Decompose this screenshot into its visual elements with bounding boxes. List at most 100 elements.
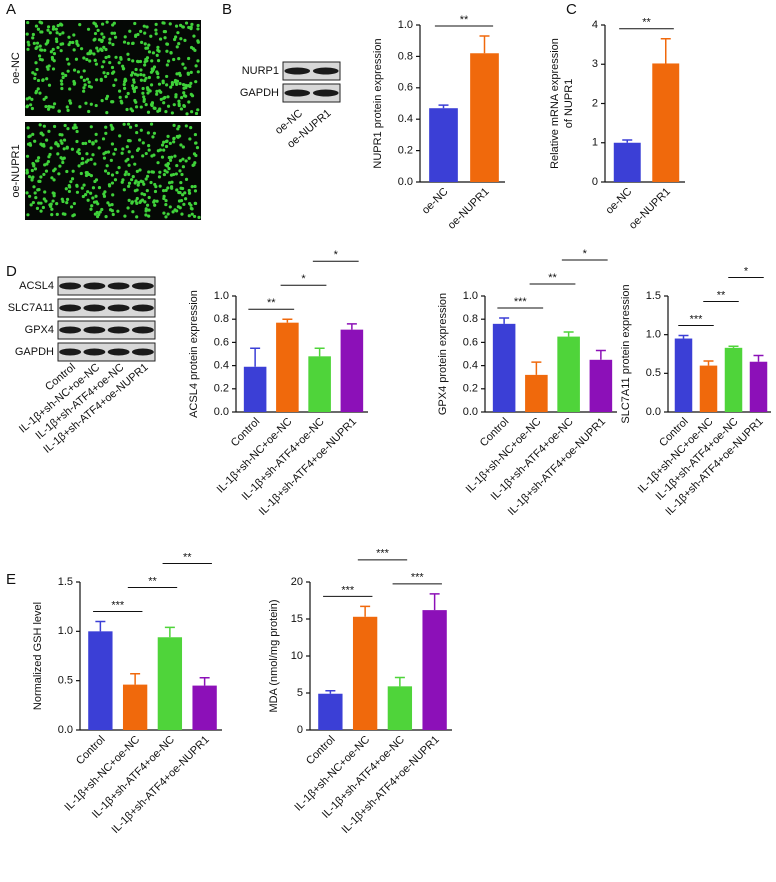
cell <box>88 50 92 54</box>
cell <box>121 147 125 151</box>
cell <box>62 156 66 160</box>
cell <box>88 59 92 63</box>
cell <box>72 68 77 72</box>
cell <box>154 28 158 32</box>
cell <box>123 35 127 39</box>
cell <box>42 172 46 177</box>
cell <box>119 57 123 61</box>
cell <box>26 126 30 130</box>
cell <box>67 62 71 66</box>
cell <box>139 78 144 82</box>
cell <box>41 133 45 137</box>
cell <box>194 64 198 68</box>
cell <box>166 186 170 190</box>
cell <box>188 137 192 141</box>
cell <box>160 155 165 159</box>
cell <box>117 61 121 65</box>
cell <box>44 95 48 99</box>
bar <box>525 374 548 412</box>
cell <box>67 189 72 194</box>
cell <box>35 206 40 210</box>
y-tick-label: 0.0 <box>398 176 413 188</box>
cell <box>194 141 198 145</box>
cell <box>122 86 127 91</box>
cell <box>169 51 173 55</box>
cell <box>122 82 126 87</box>
cell <box>46 160 51 164</box>
cell <box>102 35 106 39</box>
cell <box>130 201 134 205</box>
y-tick-label: 0 <box>297 724 303 736</box>
cell <box>190 22 194 26</box>
cell <box>179 143 183 147</box>
cell <box>94 103 98 108</box>
y-tick-label: 0.2 <box>398 145 413 157</box>
cell <box>63 212 67 216</box>
cell <box>73 123 77 127</box>
cell <box>104 125 108 129</box>
cell <box>158 184 162 188</box>
cell <box>75 129 79 134</box>
cell <box>168 205 172 209</box>
cell <box>52 25 56 29</box>
cell <box>110 65 115 70</box>
cell <box>157 89 162 93</box>
cell <box>162 172 166 177</box>
cell <box>50 176 54 180</box>
cell <box>78 23 82 27</box>
blot-band <box>284 67 311 75</box>
cell <box>179 107 184 111</box>
y-tick-label: 0.8 <box>398 50 413 62</box>
cell <box>100 39 104 44</box>
significance-label: ** <box>717 289 726 301</box>
cell <box>37 54 42 58</box>
error-bar <box>346 323 357 330</box>
cell <box>150 59 154 63</box>
cell <box>87 139 92 143</box>
cell <box>46 25 51 29</box>
cell <box>33 191 37 195</box>
y-axis-label: GPX4 protein expression <box>437 293 449 415</box>
cell <box>106 201 110 205</box>
y-tick-label: 0.0 <box>463 406 478 418</box>
panel-label: E <box>6 571 16 588</box>
blot-band <box>284 89 311 97</box>
y-axis-label: of NUPR1 <box>563 79 575 129</box>
cell <box>193 132 197 137</box>
cell <box>94 200 99 204</box>
significance-label: ** <box>183 551 192 563</box>
blot-band <box>83 326 106 334</box>
cell <box>147 148 151 152</box>
cell <box>89 174 93 178</box>
cell <box>69 205 74 209</box>
cell <box>158 170 162 174</box>
cell <box>196 39 200 43</box>
cell <box>106 71 110 76</box>
cell <box>178 159 182 163</box>
cell <box>48 152 52 157</box>
cell <box>60 86 64 91</box>
blot-band <box>131 348 154 356</box>
cell <box>99 77 103 81</box>
cell <box>168 158 173 162</box>
y-tick-label: 1.5 <box>58 576 73 588</box>
cell <box>60 82 64 86</box>
cell <box>183 191 187 195</box>
bar <box>724 347 743 412</box>
cell <box>147 43 151 47</box>
cell <box>116 209 120 213</box>
cell <box>187 100 191 104</box>
cell <box>38 179 42 183</box>
bar <box>88 631 113 730</box>
cell <box>77 151 82 156</box>
bar <box>699 365 718 412</box>
cell <box>146 110 151 114</box>
cell <box>132 80 136 84</box>
cell <box>124 170 128 174</box>
cell <box>178 81 182 86</box>
y-tick-label: 0.8 <box>214 313 229 325</box>
cell <box>70 177 75 181</box>
cell <box>35 67 39 72</box>
cell <box>39 21 44 25</box>
cell <box>79 47 84 51</box>
